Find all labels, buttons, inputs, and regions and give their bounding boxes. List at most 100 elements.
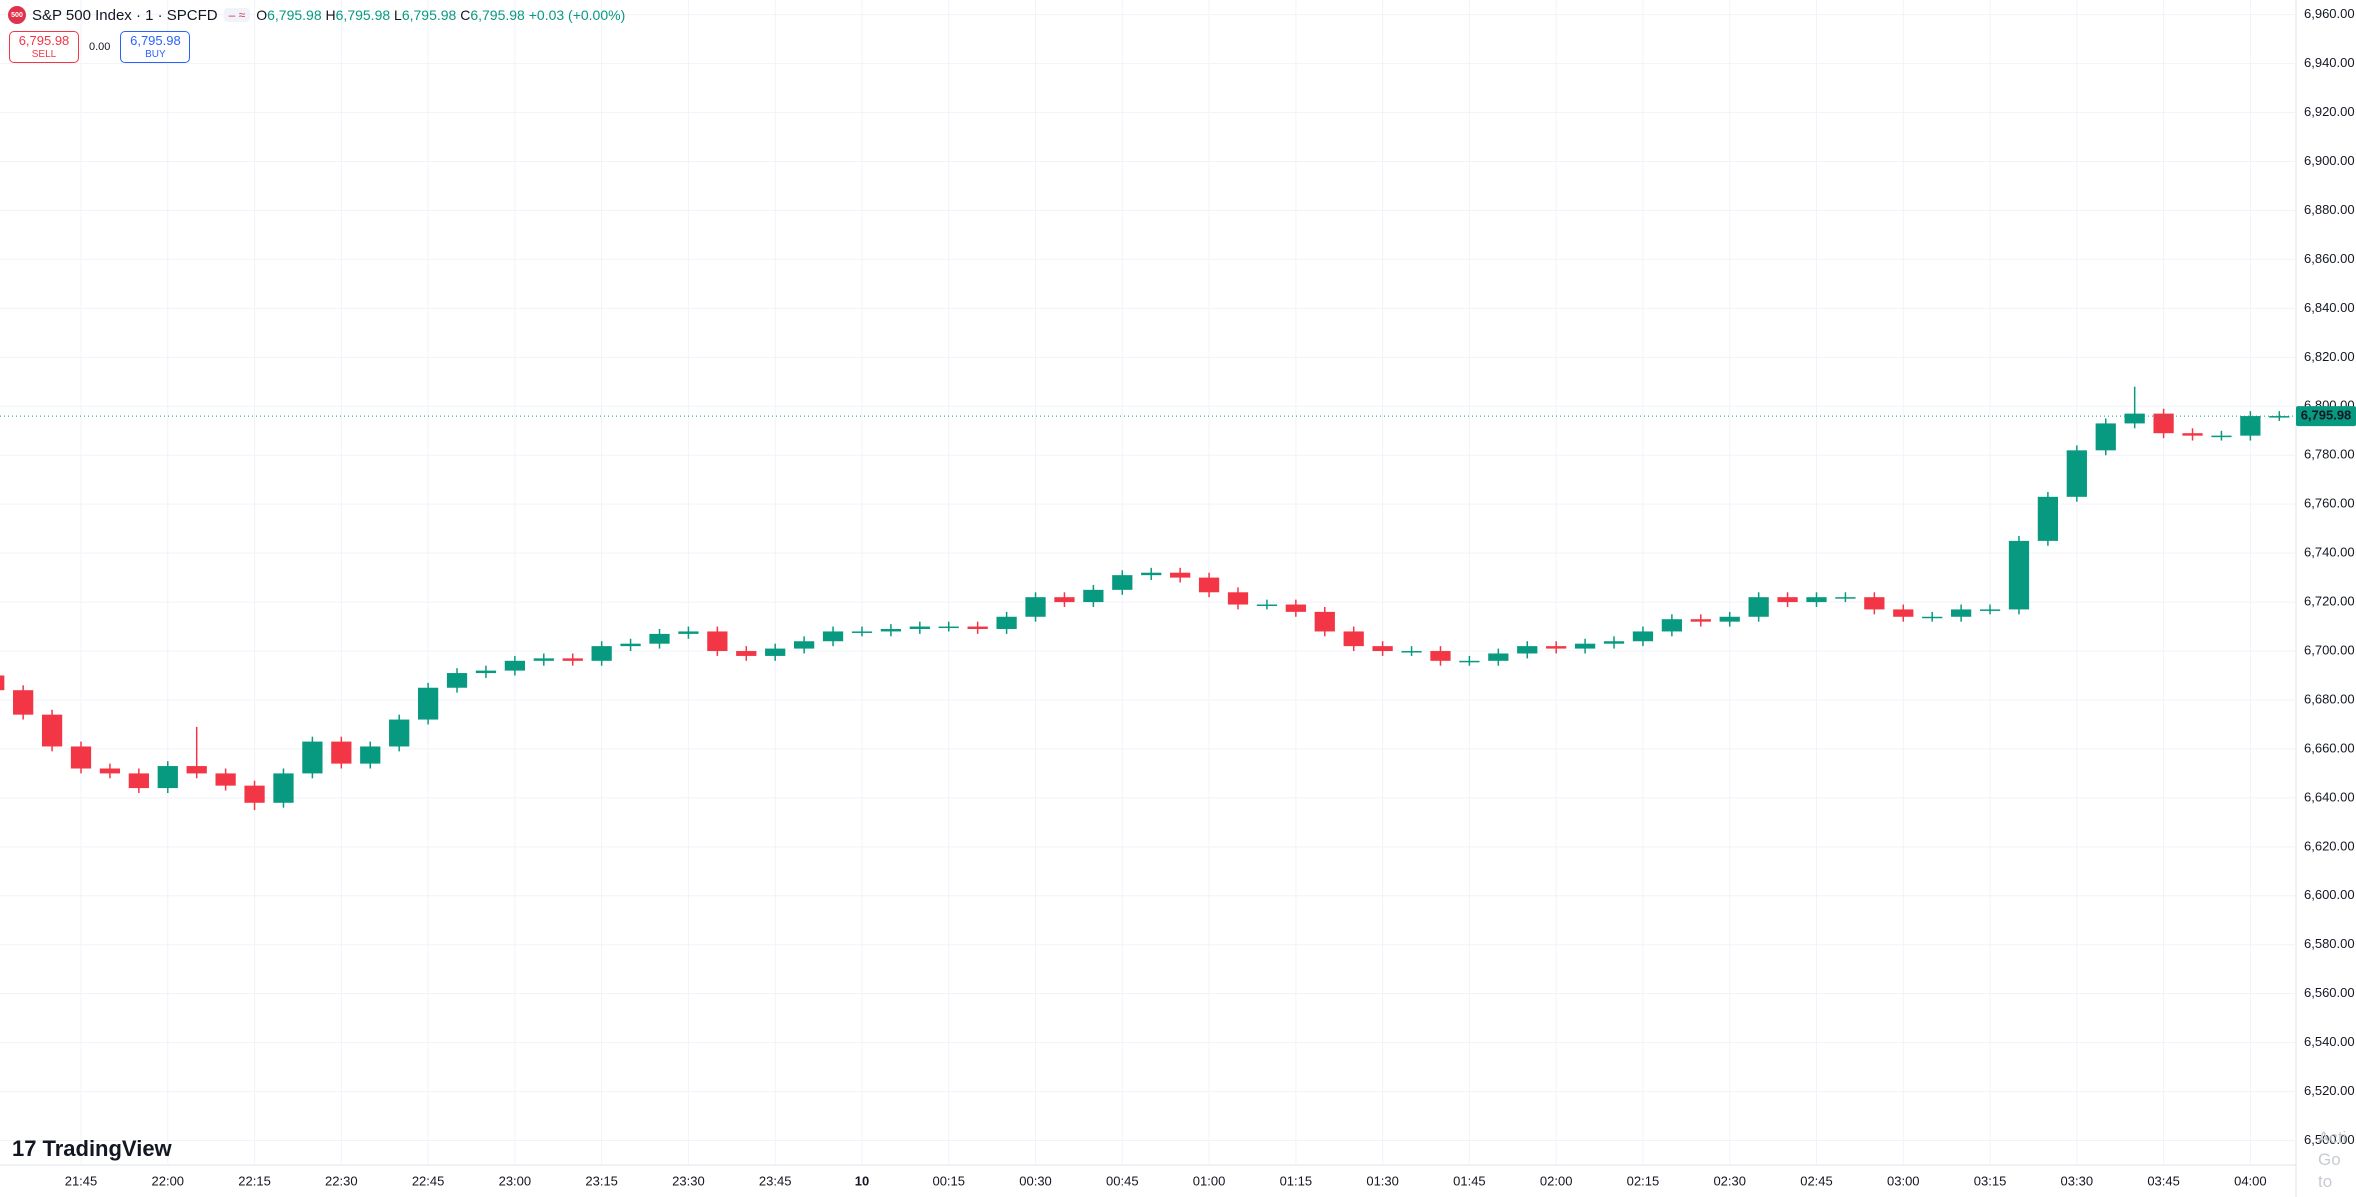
candle-body [2269, 416, 2290, 418]
header: 500 S&P 500 Index · 1 · SPCFD – ≈ O6,795… [8, 6, 625, 24]
y-tick-label: 6,660.00 [2304, 740, 2355, 755]
candle-body [1661, 619, 1682, 632]
last-price-tag [2296, 406, 2356, 427]
candle-body [591, 646, 612, 661]
x-tick-label: 22:00 [152, 1173, 185, 1188]
ohlc-key: C [460, 7, 471, 23]
candle-body [649, 633, 670, 644]
y-tick-label: 6,860.00 [2304, 251, 2355, 266]
candle-body [880, 629, 902, 632]
candle-body [504, 660, 525, 671]
candle-body [2211, 435, 2232, 438]
candle-body [1285, 604, 1306, 612]
x-tick-label: 02:45 [1800, 1173, 1833, 1188]
candle-body [822, 631, 844, 642]
y-tick-label: 6,540.00 [2304, 1034, 2355, 1049]
ohlc-value: 6,795.98 [335, 7, 391, 23]
candle-body [765, 648, 786, 656]
buy-button[interactable]: 6,795.98 BUY [120, 31, 191, 63]
candle-body [2037, 496, 2059, 541]
candle-body [1170, 572, 1191, 578]
candle-body [475, 670, 497, 674]
x-tick-label: 23:30 [672, 1173, 705, 1188]
candle-body [1893, 609, 1914, 617]
candle-body [1401, 651, 1422, 653]
candle-body [2182, 433, 2203, 436]
x-tick-label: 01:45 [1453, 1173, 1486, 1188]
candle-body [1951, 609, 1972, 617]
status-pill[interactable]: – ≈ [223, 8, 251, 22]
candle-body [2066, 450, 2087, 497]
ohlc-value: 6,795.98 [401, 7, 457, 23]
candle-body [1632, 631, 1654, 642]
y-tick-label: 6,500.00 [2304, 1132, 2355, 1147]
candle-body [0, 675, 5, 691]
buy-label: BUY [145, 49, 166, 60]
candle-body [1314, 611, 1335, 632]
candle-body [533, 658, 554, 661]
candle-body [1256, 604, 1278, 607]
y-tick-label: 6,880.00 [2304, 202, 2355, 217]
sell-label: SELL [31, 49, 57, 60]
candle-body [273, 773, 294, 803]
x-tick-label: 01:15 [1280, 1173, 1313, 1188]
ohlc-key: H [325, 7, 336, 23]
candle-body [446, 673, 468, 688]
y-tick-label: 6,680.00 [2304, 691, 2355, 706]
candle-body [128, 773, 149, 789]
candle-body [1777, 597, 1798, 603]
candle-body [302, 741, 323, 774]
y-tick-label: 6,900.00 [2304, 153, 2355, 168]
x-tick-label: 00:15 [932, 1173, 965, 1188]
x-tick-label: 22:15 [238, 1173, 271, 1188]
candle-body [1517, 646, 1538, 654]
y-tick-label: 6,740.00 [2304, 545, 2355, 560]
candle-body [1227, 592, 1249, 605]
y-tick-label: 6,720.00 [2304, 594, 2355, 609]
brand-name: TradingView [42, 1136, 172, 1161]
y-tick-label: 6,760.00 [2304, 496, 2355, 511]
candle-body [1430, 651, 1451, 661]
candle-body [1603, 641, 1625, 644]
x-tick-label: 04:00 [2234, 1173, 2267, 1188]
watermark-line: Go to [2318, 1150, 2341, 1191]
last-price-label: 6,795.98 [2301, 408, 2352, 423]
y-tick-label: 6,620.00 [2304, 838, 2355, 853]
x-tick-label: 23:45 [759, 1173, 792, 1188]
candle-body [938, 626, 959, 629]
brand: 17 TradingView [12, 1136, 172, 1162]
candle-body [215, 773, 236, 786]
candle-body [794, 641, 815, 649]
trade-panel: 6,795.98 SELL 0.00 6,795.98 BUY [9, 31, 191, 63]
candle-body [1748, 597, 1769, 617]
candle-body [1343, 631, 1364, 647]
x-tick-label: 03:30 [2061, 1173, 2094, 1188]
candle-body [678, 631, 699, 634]
candle-body [1719, 616, 1740, 622]
x-tick-label: 23:00 [499, 1173, 532, 1188]
ohlc-value: 6,795.98 [267, 7, 322, 23]
x-tick-label: 22:30 [325, 1173, 358, 1188]
candle-body [1922, 616, 1943, 619]
candle-body [2124, 413, 2145, 424]
watermark-line: Acti [2318, 1128, 2347, 1147]
candle-body [707, 631, 728, 652]
y-tick-label: 6,840.00 [2304, 300, 2355, 315]
candle-body [1835, 597, 1856, 599]
symbol-logo: 500 [8, 6, 26, 24]
candle-body [1083, 589, 1104, 603]
y-tick-label: 6,940.00 [2304, 55, 2355, 70]
x-tick-label: 03:00 [1887, 1173, 1920, 1188]
candle-body [2095, 423, 2116, 451]
ohlc-key: O [256, 7, 268, 23]
sell-button[interactable]: 6,795.98 SELL [9, 31, 79, 63]
candle-body [186, 766, 207, 774]
candle-body [1025, 597, 1046, 617]
x-tick-label: 00:45 [1106, 1173, 1139, 1188]
candle-body [41, 714, 63, 747]
y-tick-label: 6,700.00 [2304, 642, 2355, 657]
sell-price: 6,795.98 [18, 33, 70, 48]
y-tick-label: 6,520.00 [2304, 1083, 2355, 1098]
candle-body [1574, 643, 1596, 649]
